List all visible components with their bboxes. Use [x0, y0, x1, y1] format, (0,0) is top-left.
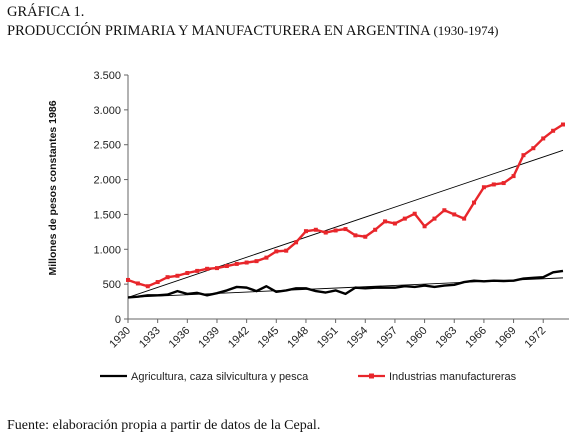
y-tick-labels: 0 500 1.000 1.500 2.000 2.500 3.000 3.500 [93, 70, 128, 326]
data-point-industrias [462, 216, 467, 221]
data-point-industrias [313, 227, 318, 232]
data-point-industrias [521, 153, 526, 158]
data-point-industrias [363, 234, 368, 239]
x-tick-label: 1963 [434, 325, 460, 351]
legend: Agricultura, caza silvicultura y pesca I… [100, 371, 517, 383]
chart-axes [127, 75, 569, 320]
y-tick-label: 3.500 [93, 70, 121, 82]
data-point-industrias [501, 181, 506, 186]
data-point-industrias [432, 216, 437, 221]
data-point-industrias [551, 128, 556, 133]
y-tick-label: 0 [115, 314, 121, 326]
data-point-industrias [165, 275, 170, 280]
data-point-industrias [422, 224, 427, 229]
data-point-industrias [244, 260, 249, 265]
x-tick-label: 1969 [493, 325, 519, 351]
source-note: Fuente: elaboración propia a partir de d… [7, 418, 321, 433]
data-point-industrias [175, 273, 180, 278]
series-line-agricultura [127, 269, 564, 299]
x-tick-label: 1960 [404, 325, 430, 351]
data-point-industrias [224, 264, 229, 269]
data-point-industrias [195, 268, 200, 273]
legend-label-industrias: Industrias manufactureras [389, 371, 517, 383]
data-point-industrias [234, 261, 239, 266]
data-point-industrias [373, 227, 378, 232]
data-point-industrias [135, 281, 140, 286]
data-point-industrias [214, 266, 219, 271]
data-point-industrias [185, 270, 190, 275]
x-tick-label: 1942 [226, 325, 252, 351]
data-point-industrias [452, 212, 457, 217]
x-tick-label: 1933 [137, 325, 163, 351]
trend-line [127, 149, 564, 298]
data-point-industrias [511, 174, 516, 179]
y-axis-title: Millones de pesos constantes 1986 [47, 100, 59, 275]
data-point-industrias [402, 216, 407, 221]
data-point-industrias [323, 230, 328, 235]
data-point-industrias [294, 240, 299, 245]
trend-lines [127, 149, 564, 298]
x-tick-label: 1939 [196, 325, 222, 351]
data-point-industrias [254, 259, 259, 264]
x-tick-labels: 1930 1933 1936 1939 1942 1945 1948 1951 1954 1957… [107, 319, 548, 350]
x-tick-label: 1972 [523, 325, 549, 351]
y-tick-label: 1.500 [93, 209, 121, 221]
y-tick-label: 1.000 [93, 244, 121, 256]
x-tick-label: 1951 [315, 325, 341, 351]
x-tick-label: 1954 [345, 325, 371, 351]
x-tick-label: 1936 [167, 325, 193, 351]
data-point-industrias [155, 280, 160, 285]
data-point-industrias [205, 266, 210, 271]
data-point-industrias [531, 146, 536, 151]
x-tick-label: 1930 [107, 325, 133, 351]
data-point-industrias [145, 284, 150, 289]
data-point-industrias [491, 182, 496, 187]
series-lines [126, 122, 565, 299]
figure-label: GRÁFICA 1. [7, 4, 85, 20]
figure-title-text: PRODUCCIÓN PRIMARIA Y MANUFACTURERA EN A… [7, 23, 430, 39]
x-tick-label: 1948 [285, 325, 311, 351]
data-point-industrias [274, 249, 279, 254]
series-line-industrias [127, 123, 564, 288]
data-point-industrias [383, 219, 388, 224]
data-point-industrias [303, 229, 308, 234]
data-point-industrias [284, 248, 289, 253]
x-tick-label: 1945 [256, 325, 282, 351]
y-tick-label: 2.000 [93, 175, 121, 187]
x-tick-label: 1966 [463, 325, 489, 351]
data-point-industrias [343, 227, 348, 232]
x-tick-label: 1957 [374, 325, 400, 351]
figure-title: PRODUCCIÓN PRIMARIA Y MANUFACTURERA EN A… [7, 23, 498, 40]
legend-marker-industrias [369, 373, 374, 379]
data-point-industrias [561, 122, 565, 127]
data-point-industrias [442, 208, 447, 213]
data-point-industrias [126, 277, 130, 282]
data-point-industrias [392, 221, 397, 226]
data-point-industrias [412, 211, 417, 216]
data-point-industrias [481, 185, 486, 190]
data-point-industrias [264, 255, 269, 260]
data-point-industrias [541, 136, 546, 141]
data-point-industrias [472, 200, 477, 205]
y-tick-label: 3.000 [93, 105, 121, 117]
data-point-industrias [333, 228, 338, 233]
legend-label-agricultura: Agricultura, caza silvicultura y pesca [131, 371, 309, 383]
y-tick-label: 2.500 [93, 140, 121, 152]
y-tick-label: 500 [103, 279, 121, 291]
data-point-industrias [353, 233, 358, 238]
figure-years: (1930-1974) [433, 23, 499, 38]
